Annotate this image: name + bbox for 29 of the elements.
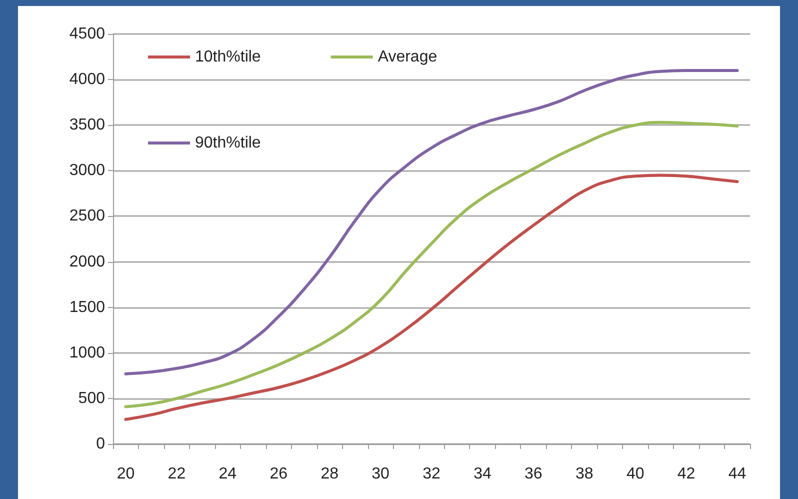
x-tick-label: 38 (575, 466, 594, 482)
line-series (124, 68, 739, 376)
x-tick-label: 28 (320, 466, 339, 482)
legend-label: 10th%tile (195, 48, 261, 66)
x-tick-label: 30 (372, 466, 390, 482)
y-tick-label: 2500 (69, 208, 106, 225)
x-tick-label: 40 (626, 466, 644, 482)
y-tick-label: 2000 (69, 253, 106, 270)
y-tick-label: 3500 (69, 116, 106, 134)
x-tick-label: 44 (728, 466, 746, 482)
x-tick-label: 20 (116, 466, 135, 482)
legend-label: 90th%tile (195, 134, 261, 152)
y-tick-label: 1500 (69, 298, 106, 316)
x-tick-label: 32 (422, 466, 440, 482)
y-tick-label: 500 (78, 390, 106, 407)
x-tick-label: 36 (524, 466, 542, 482)
line-series (124, 174, 739, 421)
x-tick-label: 24 (218, 466, 237, 482)
line-series (124, 120, 739, 408)
y-tick-label: 1000 (69, 344, 106, 362)
legend-label: Average (378, 48, 438, 66)
x-tick-label: 26 (270, 466, 288, 482)
y-tick-label: 4000 (69, 71, 106, 88)
x-tick-label: 42 (677, 466, 696, 482)
y-tick-label: 3000 (69, 162, 106, 180)
y-tick-label: 0 (96, 436, 106, 452)
x-tick-label: 34 (474, 466, 492, 482)
x-tick-label: 22 (168, 466, 186, 482)
y-tick-label: 4500 (69, 26, 106, 42)
